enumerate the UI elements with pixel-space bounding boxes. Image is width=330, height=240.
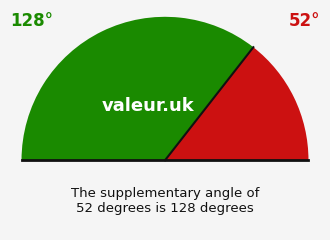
Wedge shape	[21, 17, 253, 160]
Text: The supplementary angle of
52 degrees is 128 degrees: The supplementary angle of 52 degrees is…	[71, 187, 259, 215]
Wedge shape	[165, 47, 309, 160]
Text: 128°: 128°	[10, 12, 53, 30]
Text: valeur.uk: valeur.uk	[101, 97, 194, 115]
Text: 52°: 52°	[289, 12, 320, 30]
